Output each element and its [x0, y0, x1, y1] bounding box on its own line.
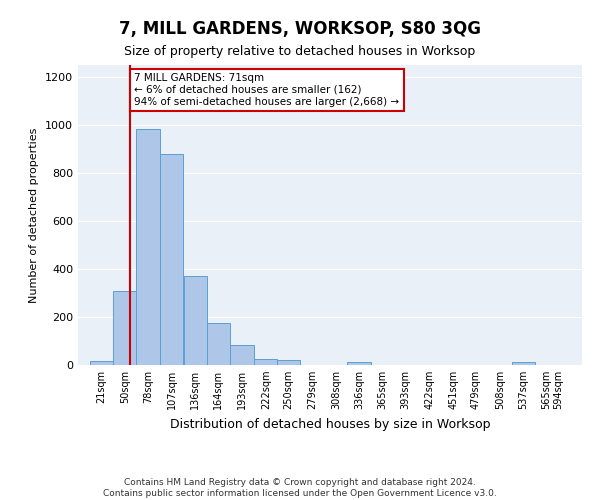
- Bar: [184, 276, 207, 365]
- Text: 7, MILL GARDENS, WORKSOP, S80 3QG: 7, MILL GARDENS, WORKSOP, S80 3QG: [119, 20, 481, 38]
- X-axis label: Distribution of detached houses by size in Worksop: Distribution of detached houses by size …: [170, 418, 490, 430]
- Text: Size of property relative to detached houses in Worksop: Size of property relative to detached ho…: [124, 45, 476, 58]
- Bar: [347, 362, 371, 365]
- Bar: [136, 128, 160, 365]
- Bar: [160, 154, 184, 365]
- Text: 7 MILL GARDENS: 71sqm
← 6% of detached houses are smaller (162)
94% of semi-deta: 7 MILL GARDENS: 71sqm ← 6% of detached h…: [134, 74, 400, 106]
- Bar: [113, 290, 137, 365]
- Bar: [206, 323, 230, 365]
- Bar: [230, 344, 254, 365]
- Y-axis label: Number of detached properties: Number of detached properties: [29, 128, 40, 302]
- Bar: [254, 359, 277, 365]
- Bar: [89, 362, 113, 365]
- Bar: [277, 360, 301, 365]
- Text: Contains HM Land Registry data © Crown copyright and database right 2024.
Contai: Contains HM Land Registry data © Crown c…: [103, 478, 497, 498]
- Bar: [512, 362, 535, 365]
